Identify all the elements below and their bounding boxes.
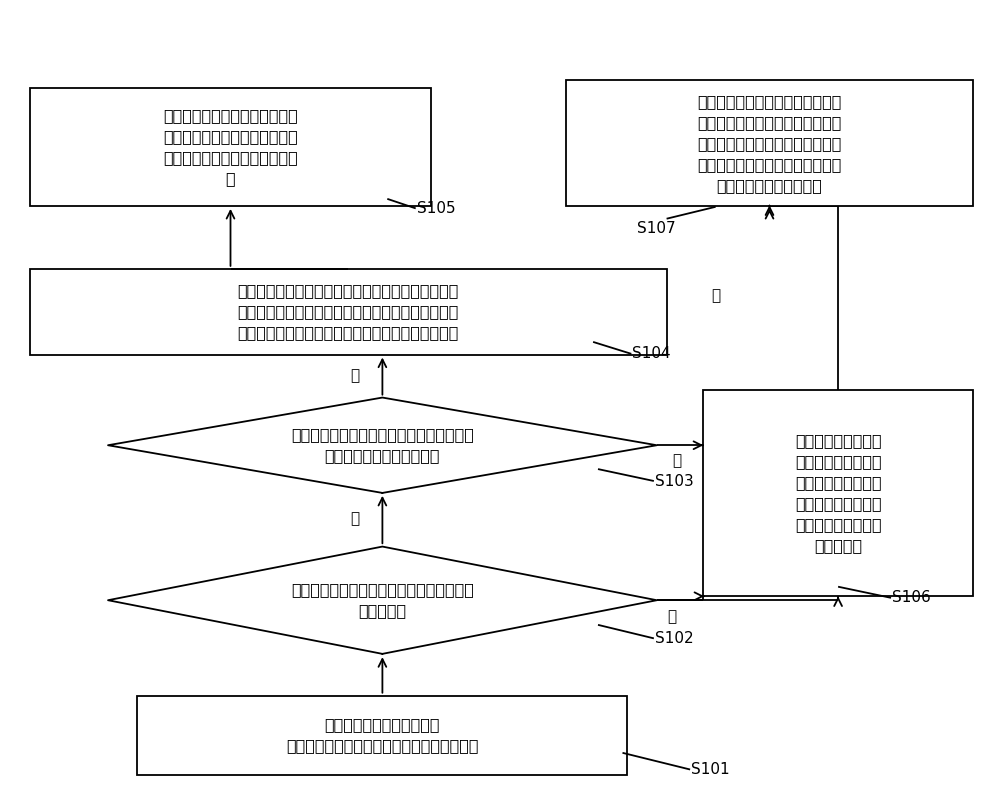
Bar [137,696,627,775]
Text: 获取快速路上待预测范围内
行驶的各车辆的当前位置、速度及目的地位置: 获取快速路上待预测范围内 行驶的各车辆的当前位置、速度及目的地位置 [286,718,479,753]
Text: S106: S106 [892,590,931,605]
Text: 根据各车辆的当前位置、目的地位置计算目标车辆与
目的地位置之间相邻两台车辆之间的第一距离及距离
目的地位置最近的车辆与目的地位置之间的第二距离: 根据各车辆的当前位置、目的地位置计算目标车辆与 目的地位置之间相邻两台车辆之间的… [237,283,459,341]
Text: S104: S104 [632,346,671,362]
Text: 沿目的地位置方向追踪速度大于第
二预设阈值的车辆所处的位置，根
据速度大于第二预设阈值的车辆所
处的位置确定拥堵源头位置，向指
挥中心发送拥堵源头位置: 沿目的地位置方向追踪速度大于第 二预设阈值的车辆所处的位置，根 据速度大于第二预… [697,94,842,193]
Text: 否: 否 [667,609,676,624]
Text: S107: S107 [637,221,676,236]
Bar [566,80,973,206]
Bar [703,389,973,596]
Text: 是: 是 [672,453,681,469]
Text: 目标车辆所处位置与目的地位置之间是否存
在其他车辆: 目标车辆所处位置与目的地位置之间是否存 在其他车辆 [291,582,474,618]
Text: 是: 是 [711,289,720,303]
Bar [30,88,431,206]
Text: 否: 否 [350,368,360,383]
Text: S105: S105 [417,201,455,216]
Bar [30,268,667,354]
Text: S102: S102 [655,631,693,646]
Text: 是: 是 [350,511,360,526]
Text: S101: S101 [691,762,730,777]
Text: 目标车辆与目的地位置之间各车辆的速度是
否小于或等于第一预设阈值: 目标车辆与目的地位置之间各车辆的速度是 否小于或等于第一预设阈值 [291,427,474,463]
Text: S103: S103 [655,474,694,488]
Text: 根据目标车辆的当前
位置、目的地位置及
目标车辆的速度计算
目标车辆从当前位置
到达目的地位置所需
的旅行时间: 根据目标车辆的当前 位置、目的地位置及 目标车辆的速度计算 目标车辆从当前位置 … [795,433,881,553]
Text: 根据第一距离、第二距离及各车
辆的速度计算目标车辆从当前位
置到达目的地位置所需的旅行时
间: 根据第一距离、第二距离及各车 辆的速度计算目标车辆从当前位 置到达目的地位置所需… [163,108,298,187]
